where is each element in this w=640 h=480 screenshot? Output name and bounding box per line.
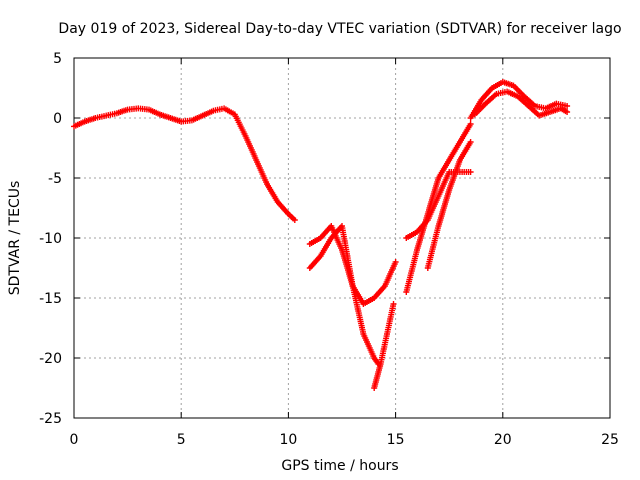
x-tick-label: 10 (279, 432, 297, 448)
y-tick-label: -20 (39, 351, 62, 367)
series-markers (306, 223, 399, 307)
y-tick-label: -5 (48, 171, 62, 187)
y-tick-label: 0 (53, 111, 62, 127)
chart-title: Day 019 of 2023, Sidereal Day-to-day VTE… (58, 21, 621, 37)
series-track-rise (403, 121, 474, 295)
x-tick-label: 5 (177, 432, 186, 448)
series-markers (424, 139, 474, 271)
series-markers (306, 223, 382, 367)
series-markers (467, 79, 571, 121)
x-tick-label: 20 (494, 432, 512, 448)
series-track-rise-2 (403, 169, 474, 241)
series-markers (403, 121, 474, 295)
x-axis-label: GPS time / hours (281, 458, 398, 474)
series-track-rise-3 (424, 139, 474, 271)
axis-ticks (73, 57, 611, 419)
y-tick-label: 5 (53, 51, 62, 67)
y-axis-label: SDTVAR / TECUs (7, 181, 23, 296)
series-markers (403, 169, 474, 241)
series-track-dip (306, 223, 382, 367)
x-tick-labels: 0 5 10 15 20 25 (70, 432, 619, 448)
y-tick-label: -10 (39, 231, 62, 247)
series-track-late (467, 79, 571, 121)
x-tick-label: 15 (387, 432, 405, 448)
grid (74, 58, 610, 418)
y-tick-label: -15 (39, 291, 62, 307)
series-markers (471, 88, 571, 119)
series-markers (371, 301, 397, 391)
x-tick-label: 0 (70, 432, 79, 448)
series-track-bottom (371, 301, 397, 391)
series-track-main (71, 105, 298, 223)
y-tick-labels: 5 0 -5 -10 -15 -20 -25 (39, 51, 62, 427)
series-markers (71, 105, 298, 223)
x-tick-label: 25 (601, 432, 619, 448)
series-track-late-2 (471, 88, 571, 119)
series-track-upper (306, 223, 399, 307)
data-series (71, 79, 571, 391)
y-tick-label: -25 (39, 411, 62, 427)
